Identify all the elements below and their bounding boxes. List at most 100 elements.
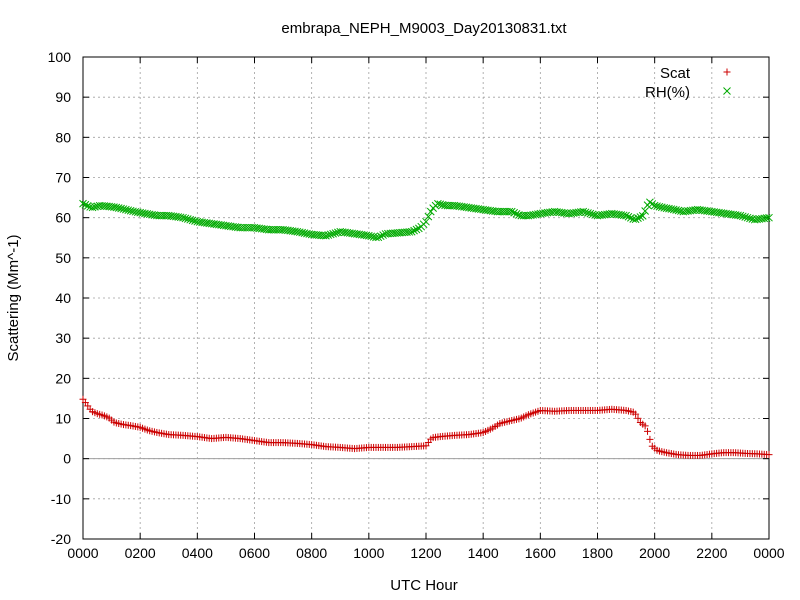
data-point — [526, 211, 535, 220]
data-point — [644, 427, 652, 435]
data-point — [122, 205, 130, 214]
data-point — [667, 205, 676, 213]
x-tick-label: 0000 — [753, 545, 784, 561]
grid — [83, 57, 769, 539]
data-point — [176, 213, 185, 222]
data-point — [300, 229, 309, 237]
x-tick-label: 0800 — [296, 545, 327, 561]
data-point — [629, 215, 638, 223]
legend-marker-scat — [723, 68, 731, 76]
data-point — [669, 205, 678, 214]
data-point — [657, 203, 666, 212]
data-point — [507, 207, 516, 216]
data-point — [133, 208, 142, 217]
data-point — [322, 231, 330, 240]
data-point — [734, 211, 742, 220]
data-point — [626, 214, 635, 222]
y-tick-label: 80 — [55, 129, 71, 145]
data-point — [362, 231, 371, 240]
data-point — [114, 204, 123, 212]
legend-label-scat: Scat — [660, 65, 691, 82]
x-tick-label: 0000 — [67, 545, 98, 561]
series-scat — [79, 395, 773, 459]
data-point — [634, 214, 642, 222]
x-tick-label: 1400 — [468, 545, 499, 561]
data-point — [579, 207, 588, 216]
data-point — [650, 201, 659, 210]
data-point — [765, 213, 773, 222]
data-point — [81, 200, 90, 209]
data-point — [410, 226, 418, 235]
data-series — [79, 198, 773, 459]
data-point — [765, 451, 773, 459]
data-point — [145, 210, 154, 219]
data-point — [674, 206, 683, 215]
data-point — [186, 215, 195, 224]
data-point — [79, 199, 87, 208]
x-tick-labels: 0000 0200 0400 0600 0800 1000 1200 1400 1600 1800… — [67, 545, 784, 561]
x-tick-label: 0400 — [182, 545, 213, 561]
data-point — [138, 209, 147, 217]
data-point — [624, 212, 633, 221]
data-point — [124, 206, 133, 215]
data-point — [655, 202, 664, 211]
data-point — [426, 207, 435, 216]
data-point — [179, 213, 187, 222]
data-point — [181, 214, 190, 223]
data-point — [88, 203, 97, 212]
data-point — [632, 410, 640, 418]
data-point — [183, 215, 192, 223]
legend: Scat RH(%) — [645, 65, 731, 101]
data-point — [581, 208, 590, 217]
data-point — [405, 228, 414, 236]
data-point — [653, 202, 661, 211]
x-tick-label: 1200 — [410, 545, 441, 561]
x-tick-label: 1000 — [353, 545, 384, 561]
data-point — [505, 207, 514, 216]
y-tick-label: -20 — [51, 531, 71, 547]
data-point — [436, 200, 445, 209]
data-point — [83, 201, 92, 210]
x-tick-label: 1600 — [525, 545, 556, 561]
legend-marker-cross — [723, 87, 731, 95]
data-point — [119, 205, 128, 213]
data-point — [298, 228, 306, 237]
axis-ticks — [82, 56, 770, 540]
y-tick-label: 0 — [63, 451, 71, 467]
data-point — [407, 227, 416, 236]
data-point — [638, 212, 647, 220]
data-point — [293, 227, 302, 236]
x-tick-label: 0600 — [239, 545, 270, 561]
data-point — [424, 212, 433, 221]
data-point — [91, 202, 99, 211]
x-tick-label: 1800 — [582, 545, 613, 561]
data-point — [143, 210, 152, 218]
data-point — [136, 208, 145, 217]
data-point — [295, 228, 304, 237]
data-point — [743, 213, 752, 222]
data-point — [329, 229, 337, 238]
data-point — [131, 207, 140, 216]
data-point — [188, 216, 197, 225]
data-point — [191, 217, 199, 225]
data-point — [510, 208, 518, 217]
y-tick-label: 50 — [55, 250, 71, 266]
y-axis-label: Scattering (Mm^-1) — [5, 234, 22, 361]
data-point — [326, 230, 335, 239]
data-point — [641, 207, 649, 215]
series-rh — [79, 198, 773, 242]
x-tick-label: 0200 — [125, 545, 156, 561]
data-point — [331, 229, 340, 237]
x-axis-label: UTC Hour — [390, 577, 458, 594]
data-point — [631, 215, 640, 224]
data-point — [584, 209, 592, 217]
y-tick-label: 60 — [55, 210, 71, 226]
data-point — [364, 231, 373, 240]
data-point — [148, 210, 156, 219]
x-tick-label: 2000 — [639, 545, 670, 561]
data-point — [672, 206, 680, 214]
y-tick-label: 40 — [55, 290, 71, 306]
data-point — [422, 217, 430, 226]
y-tick-label: 70 — [55, 170, 71, 186]
